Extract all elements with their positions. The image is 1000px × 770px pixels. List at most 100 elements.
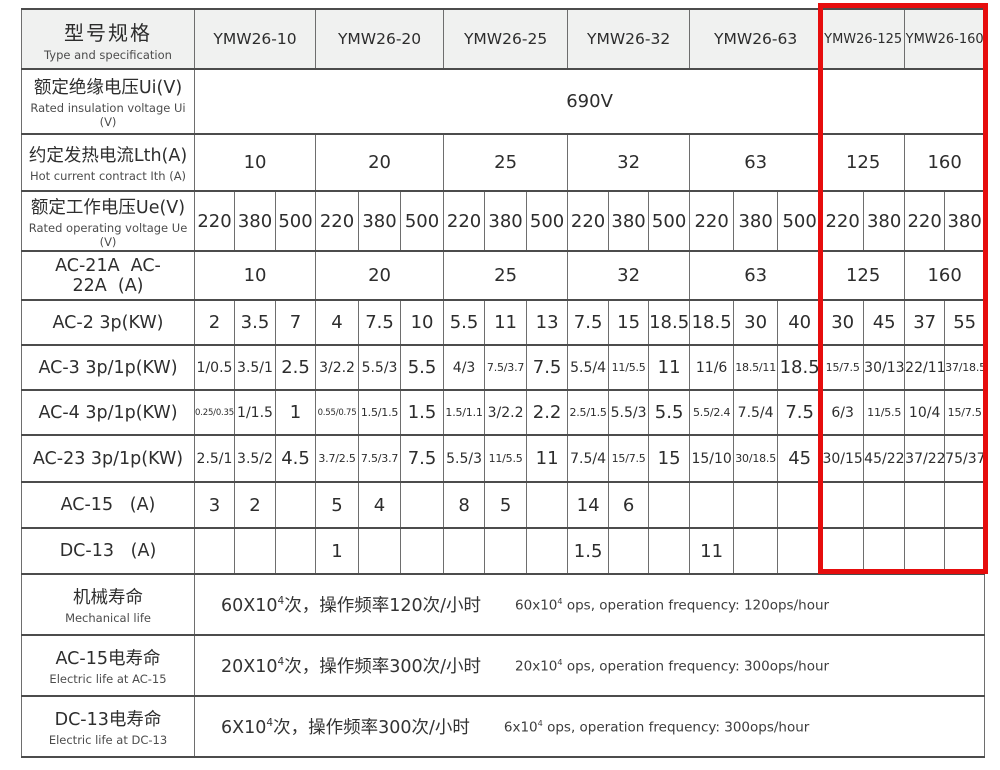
table-cell xyxy=(733,527,779,575)
life-table-body: 机械寿命 Mechanical life 60X104次，操作频率120次/小时… xyxy=(21,573,986,758)
corner-header: 型号规格 Type and specification xyxy=(21,8,195,70)
table-cell: 5.5 xyxy=(443,299,486,346)
table-cell: 5.5/2.4 xyxy=(689,389,735,436)
table-cell: 5 xyxy=(484,481,528,529)
table-cell xyxy=(484,527,528,575)
table-cell: 45/22 xyxy=(863,434,906,483)
spec-row-ui: 额定绝缘电压Ui(V) Rated insulation voltage Ui (… xyxy=(21,68,986,135)
table-cell: 11 xyxy=(526,434,569,483)
table-cell: 55 xyxy=(944,299,986,346)
table-cell xyxy=(777,527,823,575)
row-label: 约定发热电流Lth(A) Hot current contract Ith (A) xyxy=(21,133,195,192)
table-cell: 75/37 xyxy=(944,434,986,483)
spec-row-ac2: AC-2 3p(KW) 2 3.5 7 4 7.5 10 5.5 11 13 7.5 15 18.5 18… xyxy=(21,299,986,346)
table-cell xyxy=(904,481,946,529)
table-cell xyxy=(526,481,569,529)
table-cell: 15 xyxy=(608,299,650,346)
column-header-ymw26-20: YMW26-20 xyxy=(315,8,445,70)
table-cell: 500 xyxy=(526,190,569,252)
corner-title-cn: 型号规格 xyxy=(64,20,152,45)
table-cell: 5 xyxy=(315,481,360,529)
column-header-ymw26-160: YMW26-160 xyxy=(904,8,986,70)
table-cell: 30 xyxy=(821,299,865,346)
table-cell: 5.5/4 xyxy=(567,344,610,391)
life-value-cell: 6X104次，操作频率300次/小时 6x104 ops, operation … xyxy=(193,695,986,758)
spec-table: 型号规格 Type and specification YMW26-10 YMW… xyxy=(21,8,986,758)
table-cell: 160 xyxy=(904,133,986,192)
row-label-cn: AC-15电寿命 xyxy=(55,649,161,669)
table-cell: 32 xyxy=(567,250,691,301)
spec-row-ac4: AC-4 3p/1p(KW) 0.25/0.35 1/1.5 1 0.55/0.75 1.… xyxy=(21,389,986,436)
table-cell: 63 xyxy=(689,133,823,192)
table-cell: 7 xyxy=(274,299,317,346)
table-cell: 0.25/0.35 xyxy=(194,389,235,436)
row-label-en: Rated operating voltage Ue (V) xyxy=(28,220,188,249)
table-cell: 6 xyxy=(608,481,650,529)
table-cell: 220 xyxy=(821,190,865,252)
row-label: 机械寿命 Mechanical life xyxy=(21,573,195,636)
table-cell: 15 xyxy=(648,434,691,483)
table-cell: 10 xyxy=(193,250,317,301)
table-cell: 7.5/3.7 xyxy=(358,434,402,483)
table-cell: 125 xyxy=(821,133,906,192)
table-cell xyxy=(821,481,865,529)
table-cell: 7.5 xyxy=(400,434,445,483)
life-row-dc13: DC-13电寿命 Electric life at DC-13 6X104次，操… xyxy=(21,695,986,758)
row-label-en: Mechanical life xyxy=(65,611,151,625)
table-cell: 14 xyxy=(567,481,610,529)
life-text-en: 60x104 ops, operation frequency: 120ops/… xyxy=(515,595,830,614)
corner-title-en: Type and specification xyxy=(44,47,172,62)
row-label-cn: AC-2 3p(KW) xyxy=(52,312,164,333)
table-cell: 1.5 xyxy=(567,527,610,575)
table-cell: 160 xyxy=(904,250,986,301)
table-cell: 32 xyxy=(567,133,691,192)
table-cell: 22/11 xyxy=(904,344,946,391)
table-cell: 18.5 xyxy=(777,344,823,391)
table-cell xyxy=(904,527,946,575)
row-label: DC-13 (A) xyxy=(21,527,195,575)
table-cell: 25 xyxy=(443,250,569,301)
table-cell: 4 xyxy=(358,481,402,529)
table-cell xyxy=(863,527,906,575)
table-cell xyxy=(443,527,486,575)
column-header-ymw26-63: YMW26-63 xyxy=(689,8,823,70)
column-header-ymw26-10: YMW26-10 xyxy=(193,8,317,70)
table-cell: 500 xyxy=(648,190,691,252)
table-cell: 30 xyxy=(733,299,779,346)
row-label: AC-23 3p/1p(KW) xyxy=(21,434,195,483)
table-cell: 6/3 xyxy=(821,389,865,436)
table-cell: 3.7/2.5 xyxy=(315,434,360,483)
table-cell: 690V xyxy=(193,68,986,135)
life-value-cell: 60X104次，操作频率120次/小时 60x104 ops, operatio… xyxy=(193,573,986,636)
table-cell: 45 xyxy=(863,299,906,346)
table-cell: 5.5 xyxy=(648,389,691,436)
table-cell: 3.5 xyxy=(234,299,276,346)
table-cell: 11/5.5 xyxy=(484,434,528,483)
table-cell: 3 xyxy=(194,481,235,529)
life-value-cell: 20X104次，操作频率300次/小时 20x104 ops, operatio… xyxy=(193,634,986,697)
life-text-en: 20x104 ops, operation frequency: 300ops/… xyxy=(515,656,830,675)
table-cell: 5.5 xyxy=(400,344,445,391)
table-cell: 10 xyxy=(400,299,445,346)
table-cell: 3/2.2 xyxy=(315,344,360,391)
column-header-ymw26-32: YMW26-32 xyxy=(567,8,691,70)
table-cell: 10/4 xyxy=(904,389,946,436)
row-label: AC-21A AC-22A (A) xyxy=(21,250,195,301)
row-label: 额定工作电压Ue(V) Rated operating voltage Ue (V… xyxy=(21,190,195,252)
table-cell: 11 xyxy=(689,527,735,575)
table-cell: 500 xyxy=(400,190,445,252)
table-cell: 37/18.5 xyxy=(944,344,986,391)
table-cell xyxy=(777,481,823,529)
table-cell: 18.5 xyxy=(648,299,691,346)
table-cell: 380 xyxy=(484,190,528,252)
table-cell: 220 xyxy=(904,190,946,252)
table-cell: 5.5/3 xyxy=(358,344,402,391)
table-cell: 2.5/1.5 xyxy=(567,389,610,436)
row-label-cn: AC-4 3p/1p(KW) xyxy=(38,402,178,423)
table-cell: 30/13 xyxy=(863,344,906,391)
table-cell: 1 xyxy=(274,389,317,436)
table-cell xyxy=(274,481,317,529)
table-cell: 220 xyxy=(315,190,360,252)
table-cell: 3.5/2 xyxy=(234,434,276,483)
row-label-cn: 额定工作电压Ue(V) xyxy=(30,197,186,218)
